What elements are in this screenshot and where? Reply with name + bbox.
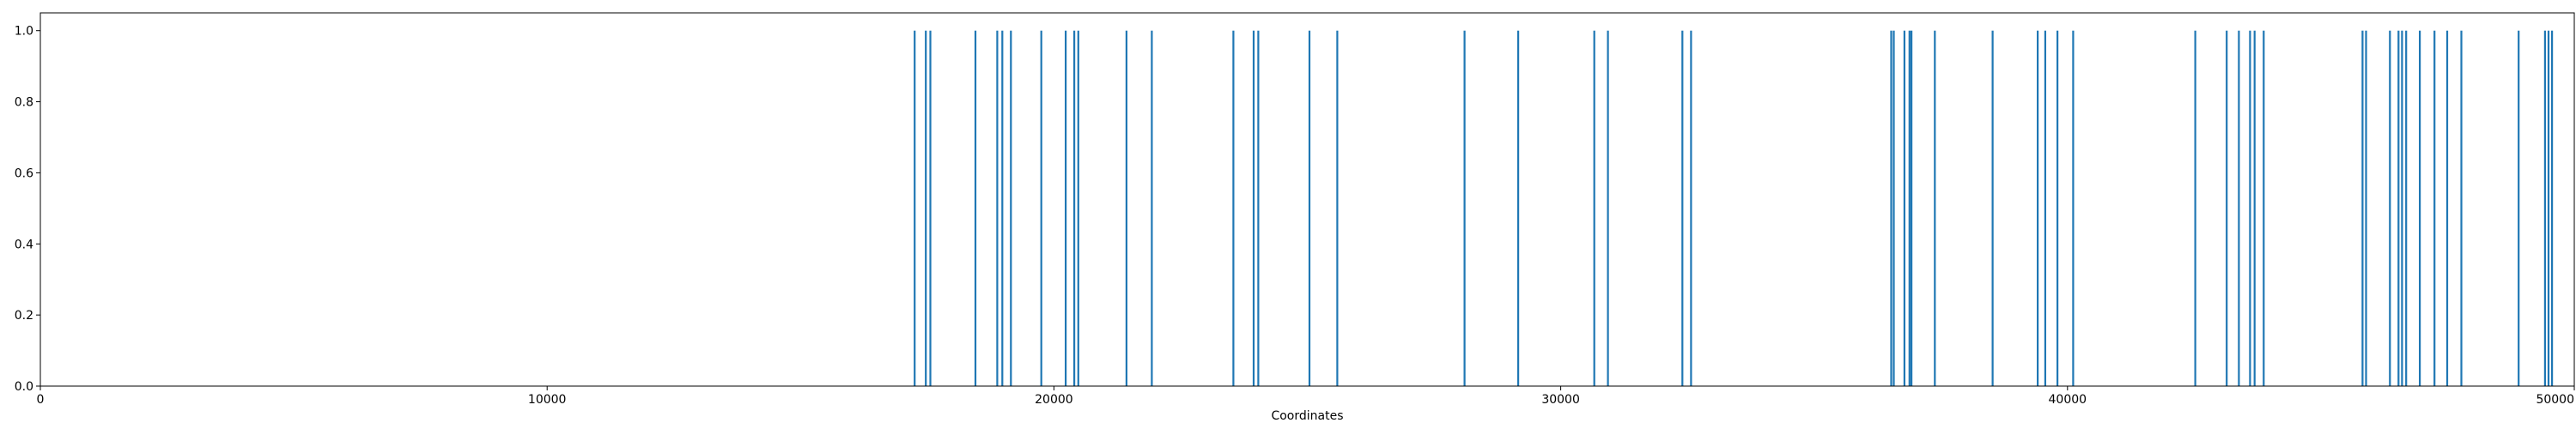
bar — [2397, 30, 2400, 386]
y-tick-label: 0.6 — [15, 166, 33, 180]
bar — [2401, 30, 2403, 386]
x-tick-label: 30000 — [1541, 393, 1580, 407]
x-tick-label: 40000 — [2049, 393, 2087, 407]
y-tick-label: 0.8 — [15, 96, 33, 110]
y-tick-label: 0.0 — [15, 380, 33, 394]
x-axis: 0 10000 20000 30000 40000 50000 — [37, 386, 2575, 407]
bar — [2057, 30, 2059, 386]
bar — [1991, 30, 1994, 386]
bar — [974, 30, 977, 386]
bar — [2253, 30, 2256, 386]
bar — [1252, 30, 1255, 386]
bar — [2072, 30, 2075, 386]
bar — [2389, 30, 2391, 386]
x-tick-label: 0 — [37, 393, 45, 407]
bar — [2405, 30, 2408, 386]
bar — [1040, 30, 1042, 386]
bar — [1308, 30, 1311, 386]
bar — [1065, 30, 1067, 386]
bar — [1934, 30, 1936, 386]
x-tick-label: 50000 — [2536, 393, 2574, 407]
y-tick-label: 0.4 — [15, 238, 33, 251]
bar — [1077, 30, 1079, 386]
bar — [2226, 30, 2228, 386]
bar — [1893, 30, 1895, 386]
bar — [1073, 30, 1076, 386]
bar — [2249, 30, 2251, 386]
bar — [1903, 30, 1905, 386]
bar — [1593, 30, 1595, 386]
bar — [2361, 30, 2364, 386]
bar — [2037, 30, 2039, 386]
bar — [1151, 30, 1153, 386]
bar — [1257, 30, 1260, 386]
bar — [925, 30, 927, 386]
bar — [1890, 30, 1893, 386]
bar — [1001, 30, 1004, 386]
bar — [2518, 30, 2520, 386]
bar — [1681, 30, 1684, 386]
y-tick-label: 1.0 — [15, 25, 33, 39]
bar — [2445, 30, 2449, 386]
bar — [2543, 30, 2546, 386]
bar — [1607, 30, 1609, 386]
bar — [1232, 30, 1235, 386]
bar — [1908, 30, 1911, 386]
plot-frame — [39, 12, 2575, 387]
bar — [2551, 30, 2554, 386]
bars-group — [914, 30, 2554, 386]
bar — [2194, 30, 2196, 386]
bar — [1010, 30, 1012, 386]
x-axis-label: Coordinates — [1271, 409, 1343, 423]
bar — [1911, 30, 1913, 386]
bar — [2238, 30, 2240, 386]
bar — [1336, 30, 1339, 386]
bar — [2547, 30, 2550, 386]
bar — [2263, 30, 2265, 386]
y-axis: 0.0 0.2 0.4 0.6 0.8 1.0 — [15, 25, 40, 394]
x-tick-label: 10000 — [528, 393, 567, 407]
bar — [929, 30, 932, 386]
bar — [1463, 30, 1466, 386]
bar — [1125, 30, 1127, 386]
y-tick-label: 0.2 — [15, 309, 33, 323]
bar — [2365, 30, 2367, 386]
bar — [1690, 30, 1692, 386]
bar — [2419, 30, 2421, 386]
bar — [914, 30, 916, 386]
bar — [2433, 30, 2436, 386]
bar — [2044, 30, 2046, 386]
x-tick-label: 20000 — [1035, 393, 1073, 407]
bar — [996, 30, 999, 386]
bar — [1517, 30, 1520, 386]
bar — [2460, 30, 2463, 386]
